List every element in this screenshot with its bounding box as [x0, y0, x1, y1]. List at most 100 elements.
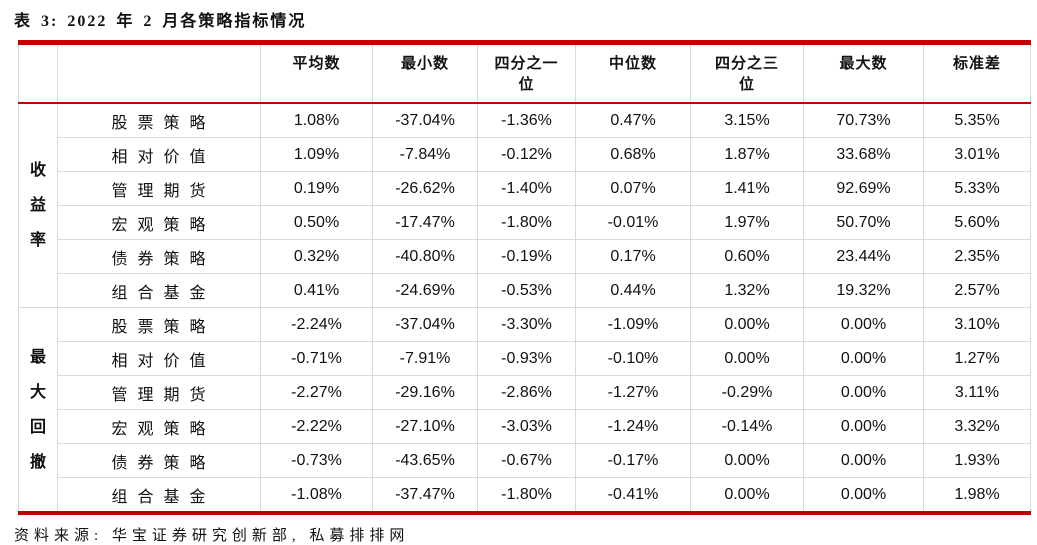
metric-value: -0.14%: [690, 409, 804, 444]
corner-cell-group: [18, 42, 58, 104]
metric-value: 0.44%: [575, 273, 691, 308]
col-header-q1: 四分之一 位: [477, 42, 576, 104]
strategy-name: 相对价值: [57, 137, 261, 172]
table-row: 收益率 股票策略 1.08% -37.04% -1.36% 0.47% 3.15% 70.73…: [18, 102, 1031, 308]
metric-value: -0.41%: [575, 477, 691, 514]
metric-value: 0.00%: [803, 307, 924, 342]
metric-value: 2.57%: [923, 273, 1031, 308]
metric-value: 5.35%: [923, 102, 1031, 138]
metric-value: -0.19%: [477, 239, 576, 274]
metric-value: 0.07%: [575, 171, 691, 206]
metric-value: -0.10%: [575, 341, 691, 376]
metric-value: -26.62%: [372, 171, 478, 206]
metric-value: 0.00%: [690, 341, 804, 376]
metric-value: 1.98%: [923, 477, 1031, 514]
metric-value: 5.60%: [923, 205, 1031, 240]
strategy-name: 管理期货: [57, 375, 261, 410]
metric-value: -7.91%: [372, 341, 478, 376]
strategy-name: 组合基金: [57, 273, 261, 308]
header-row: 平均数 最小数 四分之一 位 中位数 四分之三 位 最大数 标准差: [18, 42, 1031, 104]
metric-value: -37.47%: [372, 477, 478, 514]
metric-value: 0.19%: [260, 171, 373, 206]
col-header-q3: 四分之三 位: [690, 42, 804, 104]
metric-value: -2.24%: [260, 307, 373, 342]
metric-value: -3.30%: [477, 307, 576, 342]
metric-value: 0.00%: [803, 477, 924, 514]
metric-value: -17.47%: [372, 205, 478, 240]
source-note: 资料来源: 华宝证券研究创新部, 私募排排网: [14, 524, 1027, 545]
metric-value: -40.80%: [372, 239, 478, 274]
strategy-name: 组合基金: [57, 477, 261, 514]
strategy-name: 债券策略: [57, 239, 261, 274]
table-row: 债券策略 -0.73% -43.65% -0.67% -0.17% 0.00% 0.00% 1…: [19, 443, 1031, 478]
metric-value: 0.50%: [260, 205, 373, 240]
metric-value: 19.32%: [803, 273, 924, 308]
metric-value: -0.53%: [477, 273, 576, 308]
metric-value: -24.69%: [372, 273, 478, 308]
metric-value: 1.27%: [923, 341, 1031, 376]
strategy-name: 宏观策略: [57, 205, 261, 240]
metric-value: 1.32%: [690, 273, 804, 308]
metric-value: 0.00%: [803, 341, 924, 376]
metric-value: 0.68%: [575, 137, 691, 172]
col-header-std: 标准差: [923, 42, 1031, 104]
row-group-label: 收益率: [18, 102, 58, 308]
table-row: 债券策略 0.32% -40.80% -0.19% 0.17% 0.60% 23.44% 2.…: [19, 239, 1031, 274]
metric-value: 3.11%: [923, 375, 1031, 410]
metric-value: -2.22%: [260, 409, 373, 444]
metric-value: 1.97%: [690, 205, 804, 240]
metric-value: -0.01%: [575, 205, 691, 240]
table-title: 表 3: 2022 年 2 月各策略指标情况: [14, 13, 307, 30]
table-row: 管理期货 0.19% -26.62% -1.40% 0.07% 1.41% 92.69% 5.…: [19, 171, 1031, 206]
metric-value: 2.35%: [923, 239, 1031, 274]
row-group-label: 最大回撤: [18, 307, 58, 514]
metric-value: 0.60%: [690, 239, 804, 274]
source-text: 华宝证券研究创新部, 私募排排网: [111, 528, 410, 544]
metric-value: -0.67%: [477, 443, 576, 478]
metric-value: 0.00%: [803, 443, 924, 478]
strategy-name: 管理期货: [57, 171, 261, 206]
col-header-min: 最小数: [372, 42, 478, 104]
strategy-name: 债券策略: [57, 443, 261, 478]
col-header-average: 平均数: [260, 42, 373, 104]
metric-value: -3.03%: [477, 409, 576, 444]
metric-value: -27.10%: [372, 409, 478, 444]
metric-value: -7.84%: [372, 137, 478, 172]
metric-value: -1.36%: [477, 102, 576, 138]
metric-value: 33.68%: [803, 137, 924, 172]
metric-value: 5.33%: [923, 171, 1031, 206]
metric-value: -1.80%: [477, 477, 576, 514]
metric-value: -43.65%: [372, 443, 478, 478]
metric-value: -0.17%: [575, 443, 691, 478]
metric-value: 0.00%: [690, 307, 804, 342]
table-row: 宏观策略 -2.22% -27.10% -3.03% -1.24% -0.14% 0.00%…: [19, 409, 1031, 444]
metric-value: 0.00%: [803, 409, 924, 444]
metric-value: -1.09%: [575, 307, 691, 342]
table-row: 组合基金 -1.08% -37.47% -1.80% -0.41% 0.00% 0.00% 1…: [19, 477, 1031, 514]
table-row: 管理期货 -2.27% -29.16% -2.86% -1.27% -0.29% 0.00%…: [19, 375, 1031, 410]
metric-value: -2.27%: [260, 375, 373, 410]
metric-value: -37.04%: [372, 102, 478, 138]
col-header-median: 中位数: [575, 42, 691, 104]
metric-value: -1.27%: [575, 375, 691, 410]
table-header: 平均数 最小数 四分之一 位 中位数 四分之三 位 最大数 标准差: [18, 42, 1031, 104]
metric-value: 50.70%: [803, 205, 924, 240]
metric-value: 3.32%: [923, 409, 1031, 444]
metric-value: 92.69%: [803, 171, 924, 206]
metric-value: -1.80%: [477, 205, 576, 240]
metric-value: 3.01%: [923, 137, 1031, 172]
metric-value: 0.17%: [575, 239, 691, 274]
strategy-name: 宏观策略: [57, 409, 261, 444]
metric-value: 1.93%: [923, 443, 1031, 478]
source-label: 资料来源:: [14, 528, 104, 544]
metric-value: 0.00%: [803, 375, 924, 410]
metric-value: 3.10%: [923, 307, 1031, 342]
metric-value: -0.93%: [477, 341, 576, 376]
strategy-name: 股票策略: [57, 307, 261, 342]
metric-value: -0.71%: [260, 341, 373, 376]
metric-value: 0.32%: [260, 239, 373, 274]
strategy-name: 相对价值: [57, 341, 261, 376]
metric-value: -0.12%: [477, 137, 576, 172]
metric-value: -1.24%: [575, 409, 691, 444]
